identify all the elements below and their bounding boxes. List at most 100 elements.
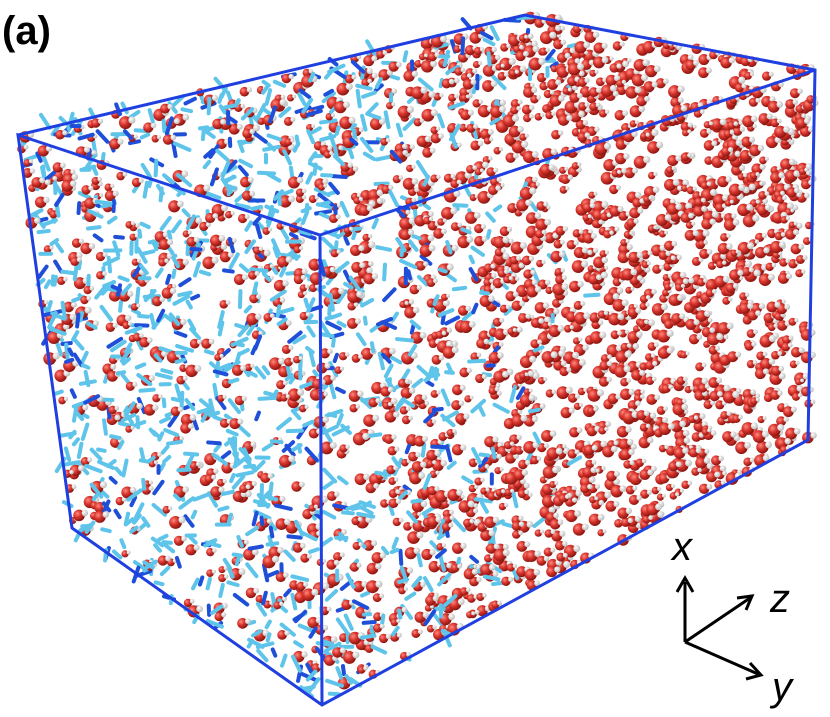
hydrogen-atom bbox=[433, 278, 438, 284]
hydrogen-atom bbox=[582, 344, 589, 351]
bond bbox=[142, 180, 150, 199]
bond bbox=[150, 536, 165, 548]
bond bbox=[423, 410, 437, 424]
hydrogen-atom bbox=[405, 209, 411, 215]
hydrogen-atom bbox=[575, 490, 582, 497]
bond bbox=[243, 463, 257, 469]
hydrogen-atom bbox=[753, 329, 758, 335]
hydrogen-atom bbox=[672, 179, 680, 186]
hydrogen-atom bbox=[358, 127, 364, 133]
bond bbox=[397, 608, 403, 620]
bond bbox=[213, 442, 222, 453]
hydrogen-atom bbox=[780, 190, 785, 196]
hydrogen-atom bbox=[738, 414, 743, 420]
hydrogen-atom bbox=[632, 167, 639, 174]
bond bbox=[102, 280, 117, 289]
hydrogen-atom bbox=[195, 461, 201, 467]
bond bbox=[85, 225, 102, 231]
bond bbox=[395, 236, 407, 253]
bond bbox=[252, 131, 268, 144]
hydrogen-atom bbox=[549, 31, 557, 39]
hydrogen-atom bbox=[520, 414, 528, 422]
hydrogen-atom bbox=[479, 168, 484, 173]
hydrogen-atom bbox=[70, 169, 76, 175]
hydrogen-atom bbox=[500, 248, 506, 253]
bond bbox=[335, 617, 349, 635]
hydrogen-atom bbox=[610, 445, 618, 453]
hydrogen-atom bbox=[279, 495, 286, 502]
bond bbox=[374, 470, 392, 477]
bond bbox=[292, 334, 307, 345]
hydrogen-atom bbox=[738, 120, 743, 126]
hydrogen-atom bbox=[376, 197, 384, 204]
bond bbox=[342, 269, 352, 283]
bond bbox=[431, 612, 444, 626]
hydrogen-atom bbox=[584, 50, 588, 55]
bond bbox=[359, 397, 373, 409]
hydrogen-atom bbox=[543, 377, 548, 382]
hydrogen-atom bbox=[669, 283, 674, 288]
hydrogen-atom bbox=[63, 276, 68, 282]
hydrogen-atom bbox=[682, 376, 688, 382]
hydrogen-atom bbox=[439, 35, 447, 43]
hydrogen-atom bbox=[153, 460, 158, 465]
bond bbox=[452, 203, 469, 208]
bond bbox=[355, 83, 373, 91]
hydrogen-atom bbox=[797, 88, 803, 94]
hydrogen-atom bbox=[99, 481, 108, 489]
bond bbox=[96, 447, 107, 453]
hydrogen-atom bbox=[747, 242, 755, 250]
hydrogen-atom bbox=[404, 300, 409, 305]
bond bbox=[120, 373, 130, 384]
hydrogen-atom bbox=[532, 372, 540, 380]
hydrogen-atom bbox=[634, 120, 639, 125]
hydrogen-atom bbox=[716, 390, 723, 397]
hydrogen-atom bbox=[498, 147, 504, 152]
bond bbox=[290, 408, 302, 421]
hydrogen-atom bbox=[574, 510, 581, 517]
hydrogen-atom bbox=[731, 213, 737, 219]
bond bbox=[95, 129, 110, 144]
bond bbox=[71, 406, 79, 423]
bond bbox=[218, 104, 227, 115]
bond bbox=[326, 412, 338, 418]
bond bbox=[80, 422, 90, 441]
hydrogen-atom bbox=[244, 490, 252, 498]
bond bbox=[445, 444, 453, 463]
hydrogen-atom bbox=[487, 129, 494, 135]
hydrogen-atom bbox=[614, 226, 620, 232]
bond bbox=[203, 349, 215, 356]
bond bbox=[152, 479, 165, 496]
bond bbox=[489, 117, 501, 126]
hydrogen-atom bbox=[178, 516, 186, 524]
hydrogen-atom bbox=[52, 352, 60, 360]
bond bbox=[321, 236, 336, 251]
bond bbox=[272, 79, 287, 88]
bond bbox=[196, 407, 209, 415]
bond bbox=[72, 261, 79, 282]
bond bbox=[134, 286, 141, 307]
hydrogen-atom bbox=[385, 138, 391, 143]
hydrogen-atom bbox=[448, 613, 455, 621]
bond bbox=[172, 294, 191, 306]
bond bbox=[198, 269, 212, 277]
bond bbox=[583, 292, 601, 298]
hydrogen-atom bbox=[748, 267, 754, 273]
bond bbox=[359, 136, 374, 153]
hydrogen-atom bbox=[670, 198, 676, 205]
bond bbox=[470, 245, 485, 257]
bond bbox=[361, 620, 377, 625]
hydrogen-atom bbox=[525, 313, 531, 319]
bond bbox=[252, 215, 262, 226]
bond bbox=[220, 177, 234, 194]
hydrogen-atom bbox=[541, 260, 546, 265]
hydrogen-atom bbox=[188, 423, 194, 430]
hydrogen-atom bbox=[97, 177, 102, 182]
hydrogen-atom bbox=[69, 313, 76, 321]
bond bbox=[485, 229, 492, 240]
bond bbox=[220, 450, 232, 460]
hydrogen-atom bbox=[432, 460, 437, 465]
hydrogen-atom bbox=[323, 183, 328, 188]
hydrogen-atom bbox=[333, 559, 340, 566]
